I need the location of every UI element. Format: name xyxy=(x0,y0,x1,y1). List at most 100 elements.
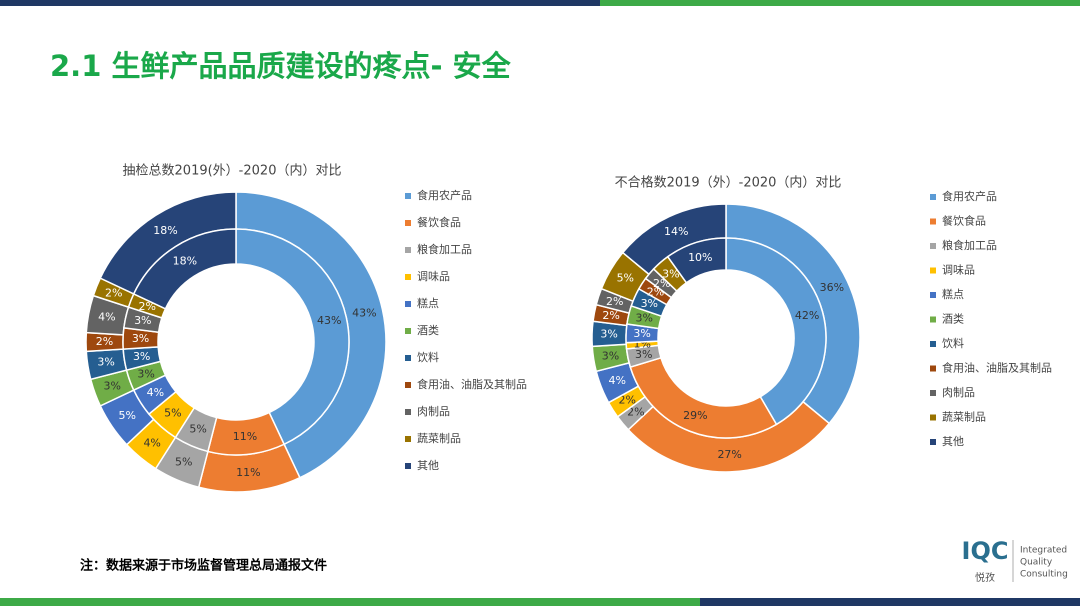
data-label: 18% xyxy=(173,254,197,267)
legend-swatch xyxy=(405,436,411,442)
legend-swatch xyxy=(405,193,411,199)
data-label: 5% xyxy=(189,423,206,436)
legend-swatch xyxy=(930,414,936,421)
data-label: 3% xyxy=(602,349,619,362)
legend-swatch xyxy=(930,341,936,347)
legend-label: 酒类 xyxy=(417,323,439,337)
legend-swatch xyxy=(405,463,411,469)
data-label: 43% xyxy=(352,306,376,319)
legend-swatch xyxy=(930,267,936,274)
data-label: 2% xyxy=(618,394,635,407)
legend-swatch xyxy=(930,390,936,396)
chart-title: 抽检总数2019(外）-2020（内）对比 xyxy=(123,163,342,179)
legend-label: 食用油、油脂及其制品 xyxy=(417,377,527,391)
data-label: 27% xyxy=(717,448,741,461)
data-label: 3% xyxy=(635,348,652,361)
legend-swatch xyxy=(930,243,936,249)
data-label: 5% xyxy=(617,271,634,284)
data-label: 3% xyxy=(641,297,658,310)
top-bar-right xyxy=(600,0,1080,6)
data-label: 3% xyxy=(134,314,151,327)
legend-swatch xyxy=(405,355,411,361)
data-label: 4% xyxy=(608,374,625,387)
bottom-bar-left xyxy=(0,598,700,606)
logo-text: Quality xyxy=(1020,558,1053,568)
legend-swatch xyxy=(405,382,411,388)
data-label: 3% xyxy=(97,356,114,369)
data-label: 4% xyxy=(147,386,164,399)
data-label: 3% xyxy=(104,380,121,393)
legend-label: 餐饮食品 xyxy=(942,214,986,228)
data-label: 3% xyxy=(633,327,650,340)
data-label: 2% xyxy=(96,335,113,348)
data-label: 3% xyxy=(600,327,617,340)
legend-label: 蔬菜制品 xyxy=(942,411,986,424)
legend-swatch xyxy=(930,316,936,323)
slide-title: 2.1 生鲜产品品质建设的疼点- 安全 xyxy=(50,49,512,83)
legend-label: 粮食加工品 xyxy=(417,242,472,256)
donut-segment xyxy=(235,228,350,446)
legend-label: 食用农产品 xyxy=(417,188,472,202)
legend-swatch xyxy=(930,292,936,298)
data-label: 10% xyxy=(688,251,712,264)
chart-title: 不合格数2019（外）-2020（内）对比 xyxy=(615,175,842,191)
logo-name: 悦孜 xyxy=(975,571,995,584)
data-label: 11% xyxy=(233,430,257,443)
legend-label: 蔬菜制品 xyxy=(417,432,461,445)
legend-swatch xyxy=(405,301,411,307)
data-label: 42% xyxy=(795,309,819,322)
legend-swatch xyxy=(930,194,936,200)
legend-swatch xyxy=(405,247,411,253)
legend-label: 肉制品 xyxy=(942,386,975,399)
legend-swatch xyxy=(930,218,936,225)
legend-swatch xyxy=(405,328,411,334)
legend-label: 粮食加工品 xyxy=(942,238,997,252)
legend-swatch xyxy=(405,274,411,280)
logo-mark: IQC xyxy=(962,537,1009,565)
data-label: 2% xyxy=(105,287,122,300)
donut-segment xyxy=(132,228,237,310)
legend-swatch xyxy=(405,409,411,415)
donut-segment xyxy=(725,237,827,426)
logo-text: Integrated xyxy=(1020,546,1067,556)
data-label: 3% xyxy=(133,350,150,363)
legend-label: 饮料 xyxy=(417,350,439,364)
data-label: 18% xyxy=(153,224,177,237)
legend-label: 饮料 xyxy=(942,336,964,350)
data-label: 29% xyxy=(683,409,707,422)
legend-label: 餐饮食品 xyxy=(417,215,461,229)
bottom-bar-right xyxy=(700,598,1080,606)
data-label: 14% xyxy=(664,225,688,238)
legend-label: 酒类 xyxy=(942,312,964,326)
data-label: 4% xyxy=(98,310,115,323)
data-label: 5% xyxy=(175,456,192,469)
legend-label: 调味品 xyxy=(942,264,975,277)
legend-label: 其他 xyxy=(417,459,439,472)
data-label: 2% xyxy=(602,309,619,322)
legend-swatch xyxy=(405,220,411,226)
data-label: 3% xyxy=(662,268,679,281)
data-label: 5% xyxy=(119,409,136,422)
data-label: 11% xyxy=(236,466,260,479)
data-label: 2% xyxy=(627,406,644,419)
legend-label: 其他 xyxy=(942,435,964,448)
data-label: 2% xyxy=(606,295,623,308)
legend-label: 糕点 xyxy=(417,296,439,310)
top-bar-left xyxy=(0,0,600,6)
legend-label: 食用农产品 xyxy=(942,189,997,203)
data-label: 4% xyxy=(143,436,160,449)
data-label: 3% xyxy=(132,332,149,345)
donut-segment xyxy=(666,237,727,284)
data-label: 3% xyxy=(137,367,154,380)
legend-label: 肉制品 xyxy=(417,405,450,418)
logo-text: Consulting xyxy=(1020,570,1068,580)
data-label: 36% xyxy=(820,281,844,294)
data-label: 5% xyxy=(164,407,181,420)
legend-swatch xyxy=(930,439,936,445)
legend-swatch xyxy=(930,365,936,372)
legend-label: 糕点 xyxy=(942,287,964,301)
data-label: 3% xyxy=(636,312,653,325)
footnote: 注：数据来源于市场监督管理总局通报文件 xyxy=(80,558,327,574)
legend-label: 食用油、油脂及其制品 xyxy=(942,361,1052,375)
